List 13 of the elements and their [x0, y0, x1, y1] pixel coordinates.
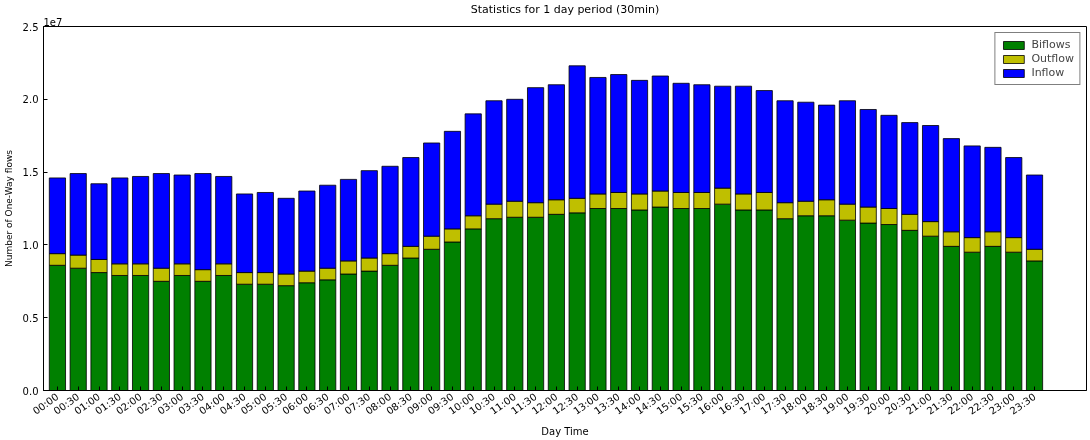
legend-label: Biflows — [1031, 38, 1071, 51]
y-tick-label: 2.5 — [22, 21, 39, 33]
chart-title: Statistics for 1 day period (30min) — [470, 2, 660, 16]
annotation: 1e7 — [43, 17, 63, 28]
x-axis-title: Day Time — [541, 426, 589, 438]
y-axis-title: Number of One-Way flows — [3, 149, 14, 267]
legend-label: Outflow — [1031, 52, 1074, 65]
y-tick-label: 0.5 — [22, 312, 39, 324]
y-tick-label: 0.0 — [22, 385, 39, 397]
y-tick-label: 1.5 — [22, 167, 39, 179]
legend-label: Inflow — [1031, 66, 1065, 79]
y-tick-label: 1.0 — [22, 239, 39, 251]
y-tick-label: 2.0 — [22, 94, 39, 106]
